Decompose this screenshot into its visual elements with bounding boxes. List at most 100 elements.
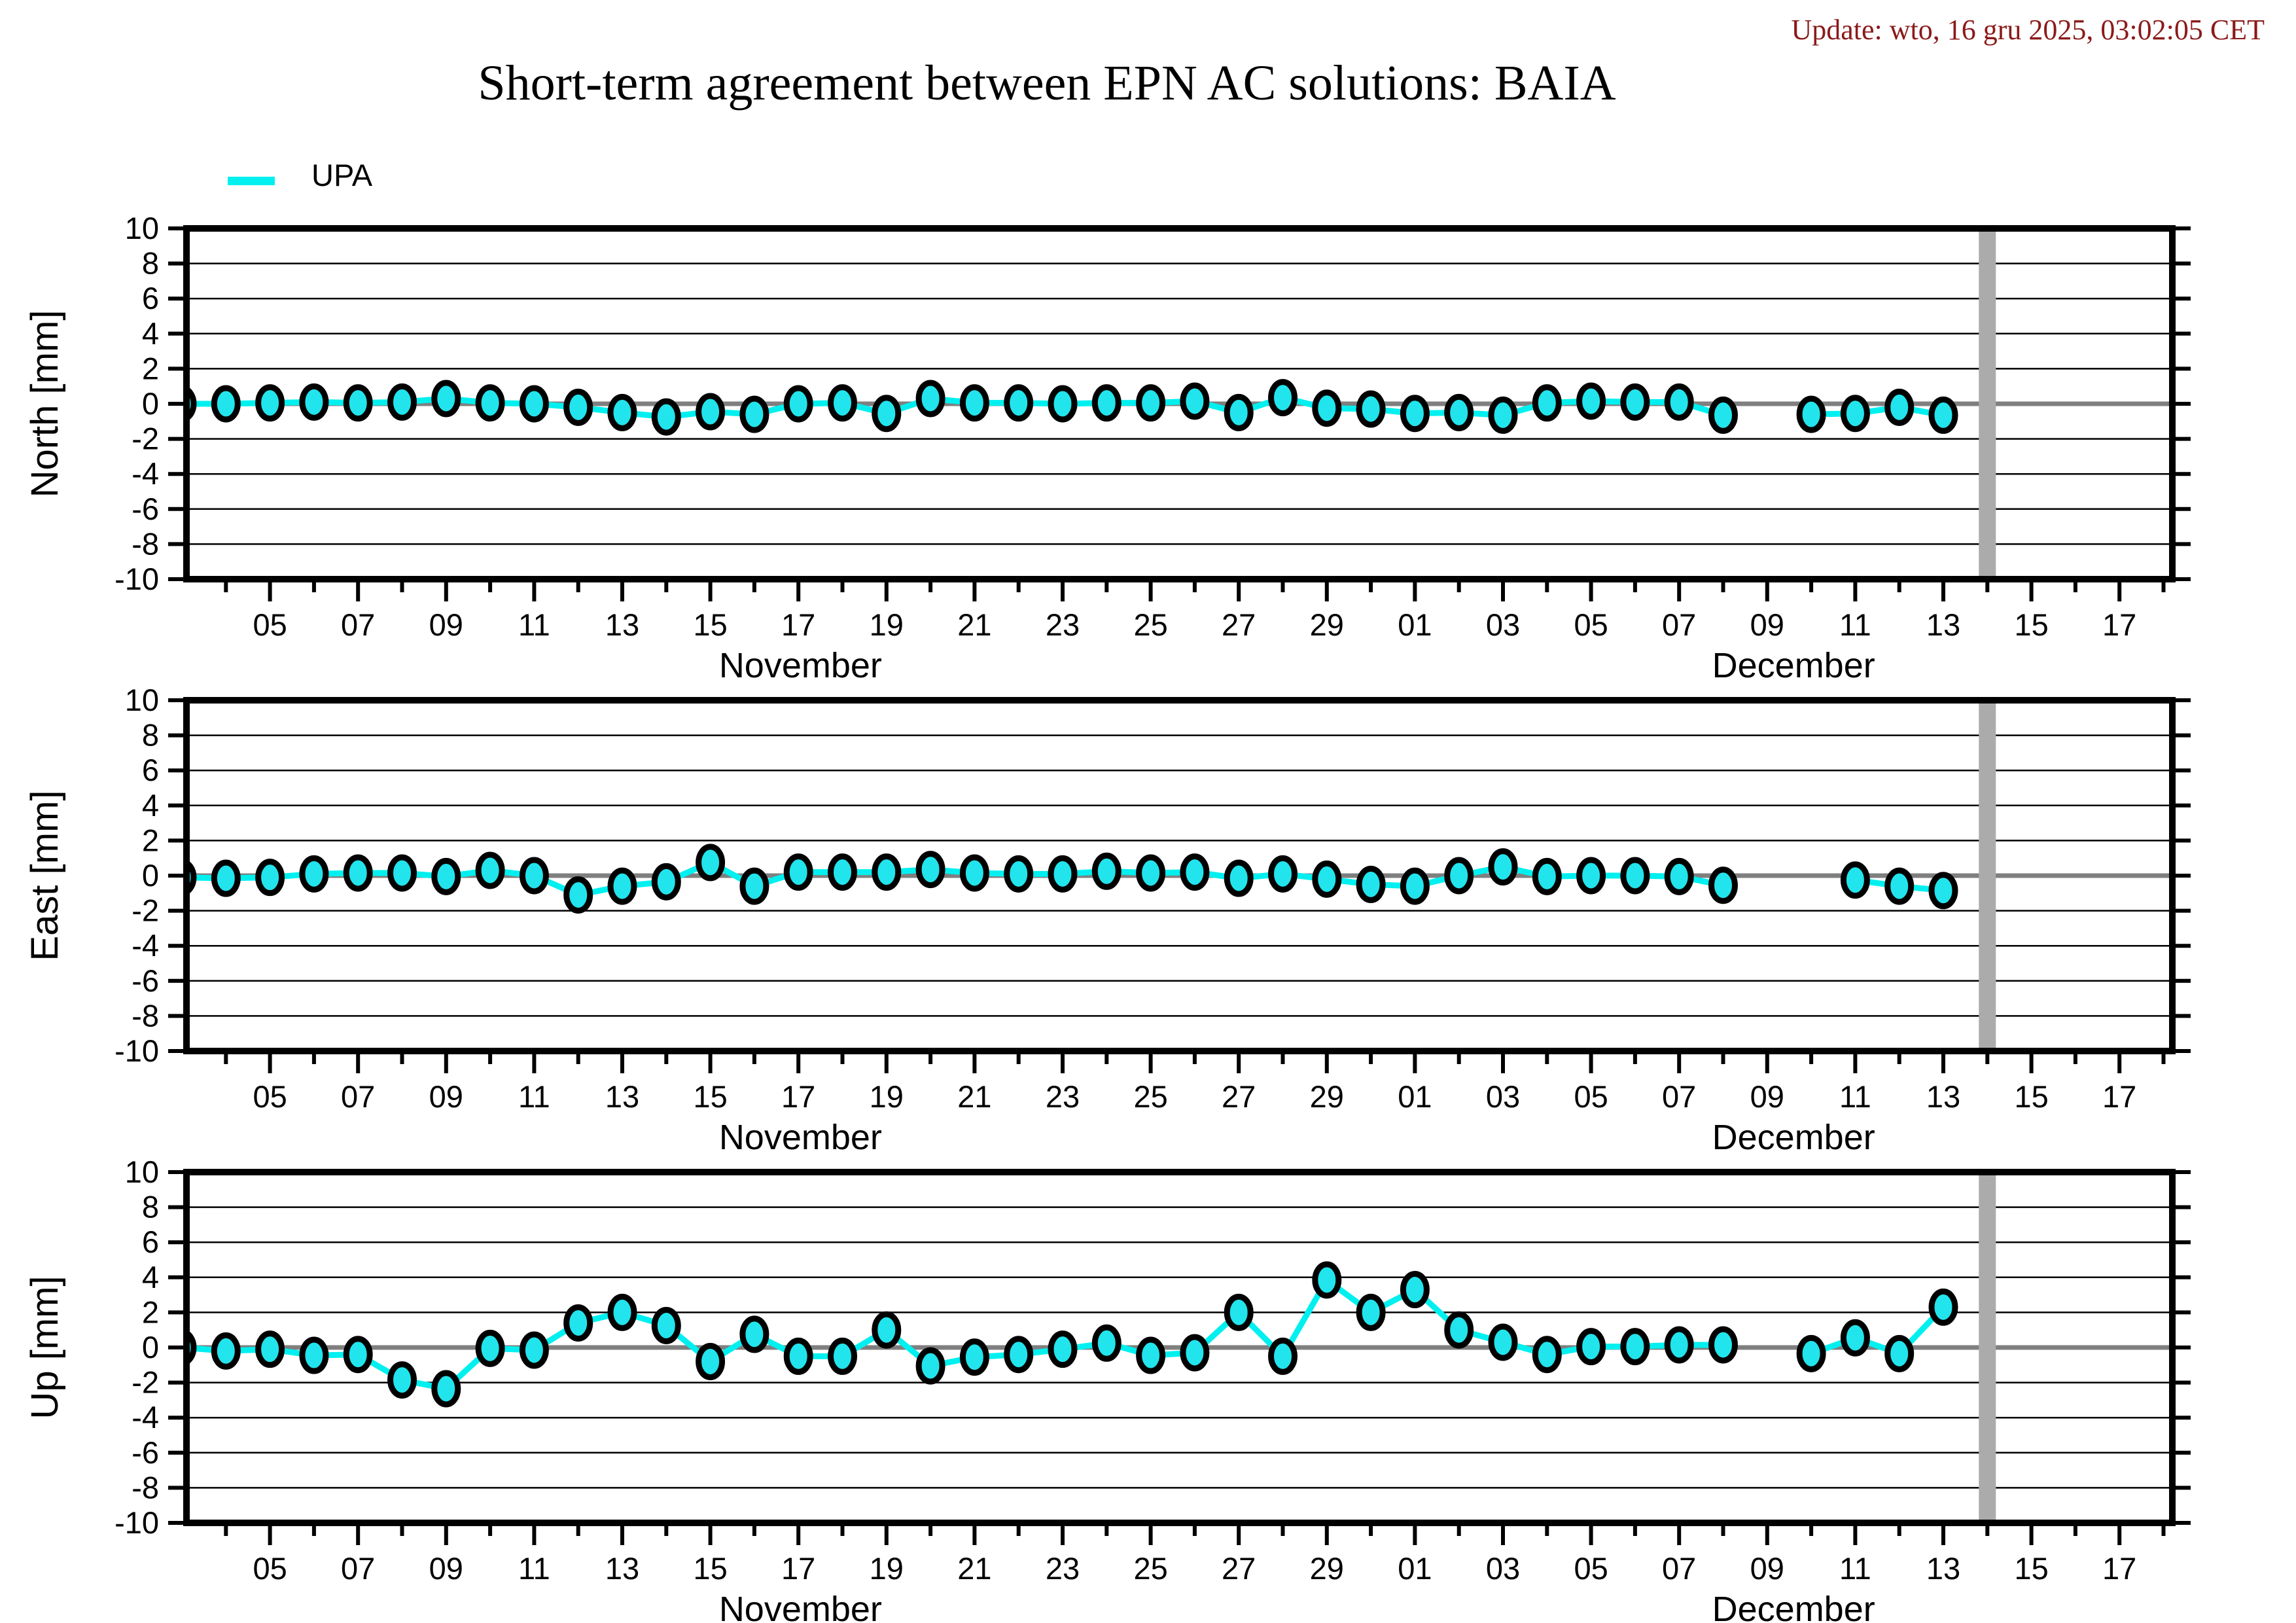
chart-title: Short-term agreement between EPN AC solu…: [478, 56, 1616, 111]
data-point-marker: [1091, 852, 1122, 890]
data-point-marker: [1048, 1330, 1078, 1368]
x-tick-label: 11: [1839, 607, 1871, 642]
data-point-marker: [783, 385, 813, 423]
x-tick-label: 05: [253, 1079, 287, 1114]
data-point-marker: [1444, 1311, 1474, 1349]
y-tick-label: -4: [132, 928, 159, 963]
data-point-marker: [1312, 1261, 1342, 1299]
y-tick-label: -10: [115, 1505, 159, 1540]
data-point-marker: [1180, 853, 1210, 891]
data-point-marker: [1048, 855, 1078, 893]
y-tick-label: 6: [142, 281, 159, 315]
data-point-marker: [343, 384, 373, 422]
data-point-marker: [299, 855, 329, 893]
y-tick-label: -10: [115, 1033, 159, 1068]
x-tick-label: 19: [870, 1551, 904, 1586]
x-tick-label: 19: [870, 1079, 904, 1114]
data-point-marker: [1532, 857, 1562, 895]
data-point-marker: [1708, 866, 1738, 904]
data-point-marker: [651, 1307, 681, 1344]
x-tick-label: 07: [1662, 1551, 1696, 1586]
data-point-marker: [783, 853, 813, 891]
x-tick-label: 03: [1486, 1551, 1520, 1586]
x-tick-label: 11: [518, 1551, 550, 1586]
x-tick-label: 01: [1398, 1551, 1432, 1586]
data-point-marker: [1004, 1336, 1034, 1374]
data-point-marker: [563, 388, 593, 426]
data-point-marker: [607, 393, 637, 431]
data-point-marker: [1004, 384, 1034, 422]
data-point-marker: [915, 1347, 945, 1385]
x-tick-label: 09: [1750, 1079, 1784, 1114]
data-point-marker: [1444, 393, 1474, 431]
month-label: December: [1712, 646, 1875, 685]
data-point-marker: [1620, 383, 1650, 421]
x-tick-label: 15: [693, 607, 727, 642]
x-tick-label: 03: [1486, 607, 1520, 642]
data-point-marker: [1224, 1293, 1254, 1331]
data-point-marker: [783, 1337, 813, 1375]
data-point-marker: [1664, 383, 1694, 421]
month-label: November: [719, 1118, 882, 1157]
x-tick-label: 05: [253, 607, 287, 642]
data-point-marker: [519, 1331, 549, 1369]
y-tick-label: 4: [142, 316, 159, 351]
y-tick-label: 2: [142, 823, 159, 857]
x-tick-label: 17: [2102, 1551, 2136, 1586]
data-point-marker: [915, 380, 945, 418]
data-point-marker: [1048, 385, 1078, 423]
current-epoch-bar: [1979, 700, 1996, 1051]
x-tick-label: 07: [341, 1551, 375, 1586]
data-point-marker: [1576, 857, 1606, 895]
y-tick-label: 10: [125, 683, 159, 717]
x-tick-label: 11: [518, 607, 550, 642]
data-point-marker: [475, 384, 505, 422]
x-tick-label: 09: [429, 1079, 463, 1114]
x-tick-label: 03: [1486, 1079, 1520, 1114]
data-point-marker: [1532, 384, 1562, 422]
upa-series: [186, 379, 1958, 436]
data-point-marker: [1708, 1326, 1738, 1364]
data-point-marker: [607, 1293, 637, 1331]
x-tick-label: 13: [1926, 1079, 1960, 1114]
x-tick-label: 11: [1839, 1551, 1871, 1586]
y-tick-label: -6: [132, 1435, 159, 1470]
month-label: December: [1712, 1590, 1875, 1623]
data-point-marker: [1136, 854, 1166, 892]
x-tick-label: 15: [2014, 1079, 2048, 1114]
x-tick-label: 07: [1662, 607, 1696, 642]
y-tick-label: 10: [125, 1154, 159, 1189]
data-point-marker: [1840, 395, 1870, 433]
data-point-marker: [211, 385, 241, 423]
data-point-marker: [1928, 396, 1958, 434]
data-point-marker: [1488, 396, 1518, 434]
data-point-marker: [211, 1332, 241, 1370]
y-tick-label: 8: [142, 718, 159, 753]
data-point-marker: [343, 854, 373, 892]
data-point-marker: [651, 398, 681, 436]
data-point-marker: [519, 385, 549, 423]
data-point-marker: [828, 1337, 857, 1375]
data-point-marker: [739, 1315, 769, 1353]
x-tick-label: 21: [957, 1079, 991, 1114]
data-point-marker: [1312, 860, 1342, 898]
data-point-marker: [915, 851, 945, 889]
update-timestamp: Update: wto, 16 gru 2025, 03:02:05 CET: [1791, 14, 2265, 46]
x-tick-label: 23: [1046, 1551, 1080, 1586]
y-tick-label: -6: [132, 491, 159, 526]
data-point-marker: [1224, 859, 1254, 897]
data-point-marker: [255, 859, 285, 897]
x-tick-label: 27: [1222, 1079, 1256, 1114]
data-point-marker: [1268, 1337, 1298, 1375]
x-tick-label: 13: [1926, 607, 1960, 642]
data-point-marker: [1356, 390, 1386, 428]
data-point-marker: [431, 857, 461, 895]
x-tick-label: 05: [1574, 607, 1608, 642]
y-tick-label: 8: [142, 246, 159, 281]
x-tick-label: 25: [1133, 1551, 1167, 1586]
data-point-marker: [1312, 389, 1342, 427]
data-point-marker: [475, 851, 505, 889]
y-tick-label: -8: [132, 998, 159, 1033]
